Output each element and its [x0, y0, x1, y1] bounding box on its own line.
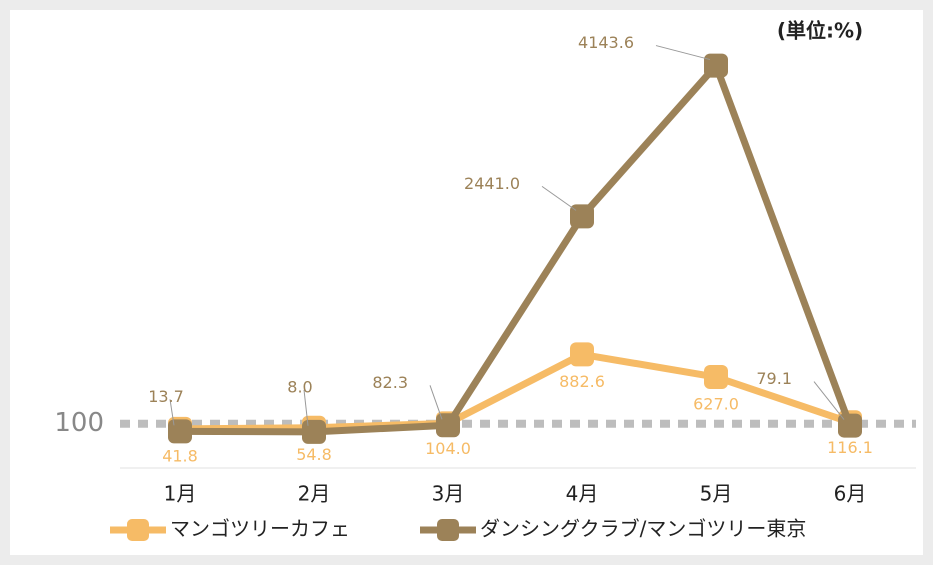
leader-line	[429, 385, 443, 420]
data-label: 41.8	[162, 446, 198, 465]
series-line	[179, 62, 854, 436]
reference-label: 100	[54, 408, 104, 438]
x-tick-label: 5月	[700, 482, 733, 506]
series-line	[179, 350, 852, 433]
legend-label: マンゴツリーカフェ	[170, 517, 350, 541]
leader-line	[541, 185, 577, 211]
data-label: 4143.6	[578, 33, 634, 52]
unit-label: (単位:%)	[777, 19, 863, 43]
x-tick-label: 6月	[834, 482, 867, 506]
data-label: 104.0	[425, 439, 471, 458]
data-label: 79.1	[756, 369, 792, 388]
data-label: 116.1	[827, 438, 873, 457]
x-tick-label: 2月	[298, 482, 331, 506]
leader-line	[169, 399, 175, 426]
legend-marker	[437, 519, 459, 541]
data-label: 54.8	[296, 445, 332, 464]
panel	[10, 10, 923, 555]
marker	[704, 53, 728, 78]
leader-line	[655, 45, 711, 61]
marker	[570, 342, 594, 367]
data-label: 82.3	[372, 373, 408, 392]
legend-marker	[127, 519, 149, 541]
marker	[436, 413, 460, 438]
leader-line	[813, 381, 845, 420]
marker	[302, 419, 326, 444]
legend-label: ダンシングクラブ/マンゴツリー東京	[480, 517, 806, 541]
x-tick-label: 1月	[164, 482, 197, 506]
data-label: 8.0	[287, 377, 312, 396]
x-tick-label: 3月	[432, 482, 465, 506]
data-label: 627.0	[693, 395, 739, 414]
x-tick-label: 4月	[566, 482, 599, 506]
marker	[168, 419, 192, 444]
data-label: 13.7	[148, 387, 184, 406]
marker	[570, 204, 594, 229]
data-label: 2441.0	[464, 174, 520, 193]
marker	[704, 365, 728, 390]
leader-line	[303, 389, 309, 426]
data-label: 882.6	[559, 372, 605, 391]
